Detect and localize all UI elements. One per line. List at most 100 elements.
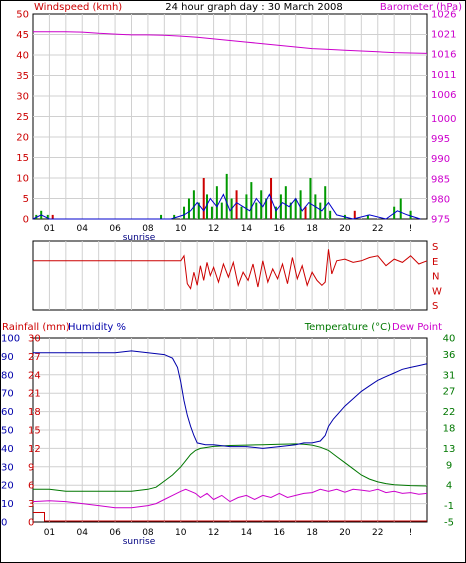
wind-gust-bar (250, 182, 253, 219)
humidity-tick-label: 90 (1, 352, 14, 363)
time-tick-label: 08 (142, 528, 154, 538)
rainfall-tick-label: 27 (28, 352, 41, 363)
wind-barometer-panel: Windspeed (kmh) 24 hour graph day : 30 M… (16, 2, 462, 243)
humidity-tick-label: 80 (1, 370, 14, 381)
time-tick-label: 01 (44, 224, 55, 234)
rainfall-tick-label: 30 (28, 334, 41, 345)
barometer-tick-label: 980 (431, 194, 450, 205)
temperature-tick-label: -1 (444, 501, 454, 512)
wind-gust-bar (46, 214, 49, 219)
windspeed-tick-label: 45 (16, 30, 29, 41)
wind-grid (33, 14, 427, 219)
wind-gust-bar (353, 210, 356, 219)
windspeed-tick-label: 15 (16, 153, 29, 164)
wind-gust-bar (192, 190, 195, 219)
wind-time-ticks: 01 04 06 08 10 12 14 16 18 20 22! (44, 224, 413, 234)
time-tick-label: 16 (274, 528, 286, 538)
rainfall-tick-label: 6 (28, 481, 34, 492)
time-tick-label: 06 (109, 224, 121, 234)
direction-label: W (432, 286, 442, 297)
wind-gust-bar (329, 210, 332, 219)
wind-gust-bar (187, 198, 190, 219)
time-tick-label: 04 (77, 224, 89, 234)
time-tick-label: 10 (175, 528, 187, 538)
time-tick-label: 20 (339, 224, 351, 234)
wind-gust-bar (304, 206, 307, 219)
windspeed-tick-label: 25 (16, 112, 29, 123)
wind-gust-bar (319, 202, 322, 219)
humidity-tick-label: 100 (1, 334, 20, 345)
barometer-line (33, 31, 428, 54)
rainfall-ticks: 0 3 6 9 12 15 18 21 24 27 30 (28, 334, 41, 529)
wind-gust-bar (284, 186, 287, 219)
wind-speed-line (32, 193, 421, 220)
windspeed-axis-label: Windspeed (kmh) (34, 2, 122, 13)
direction-grid (48, 241, 412, 310)
temperature-tick-label: 31 (443, 370, 456, 381)
temperature-tick-label: 40 (443, 334, 456, 345)
time-tick-label: 16 (274, 224, 286, 234)
wind-gust-bar (409, 210, 412, 219)
humidity-tick-label: 70 (1, 389, 14, 400)
wind-gust-bar (206, 194, 209, 219)
barometer-ticks: 975 980 985 990 995 1000 1006 1011 1016 1021 1026 (431, 10, 456, 226)
wind-gust-bar (366, 214, 369, 219)
windspeed-ticks: 0 5 10 15 20 25 30 35 40 45 50 (16, 10, 29, 226)
barometer-tick-label: 1000 (431, 114, 456, 125)
windspeed-tick-label: 40 (16, 51, 29, 62)
temp-time-ticks: 01 04 06 08 10 12 14 16 18 20 22! (44, 528, 413, 538)
wind-gust-bar (235, 190, 238, 219)
humidity-tick-label: 30 (1, 462, 14, 473)
rainfall-tick-label: 18 (28, 407, 41, 418)
wind-gust-bar (173, 214, 176, 219)
time-tick-label: 14 (241, 528, 253, 538)
wind-gust-bar (309, 178, 312, 219)
temperature-tick-label: -5 (444, 518, 454, 529)
time-tick-label: 04 (77, 528, 89, 538)
sunrise-label-top: sunrise (123, 233, 156, 243)
humidity-line (33, 350, 428, 449)
time-tick-label: ! (409, 224, 413, 234)
humidity-ticks: 0 10 20 30 40 50 60 70 80 90 100 (1, 334, 20, 529)
windspeed-tick-label: 5 (23, 194, 29, 205)
barometer-tick-label: 1016 (431, 50, 456, 61)
direction-label: E (432, 257, 438, 268)
wind-gust-bar (51, 214, 54, 219)
barometer-tick-label: 975 (431, 215, 450, 226)
humidity-tick-label: 60 (1, 407, 14, 418)
time-tick-label: 08 (142, 224, 154, 234)
time-tick-label: 01 (44, 528, 55, 538)
wind-gust-bar (202, 178, 205, 219)
windspeed-tick-label: 50 (16, 10, 29, 21)
time-tick-label: 22 (372, 528, 383, 538)
barometer-tick-label: 985 (431, 174, 450, 185)
barometer-tick-label: 995 (431, 134, 450, 145)
sunrise-label-bottom: sunrise (123, 537, 156, 547)
wind-gust-bar (274, 206, 277, 219)
temperature-tick-label: 13 (443, 444, 456, 455)
rainfall-tick-label: 21 (28, 389, 41, 400)
rainfall-axis-label: Rainfall (mm) (2, 322, 70, 333)
time-tick-label: 18 (306, 528, 318, 538)
time-tick-label: 06 (109, 528, 121, 538)
rainfall-tick-label: 24 (28, 370, 41, 381)
temp-grid (33, 338, 427, 522)
wind-gust-bar (245, 194, 248, 219)
barometer-tick-label: 1021 (431, 30, 456, 41)
wind-gust-bar (399, 198, 402, 219)
barometer-tick-label: 990 (431, 154, 450, 165)
temperature-tick-label: 27 (443, 387, 456, 398)
wind-gust-bar (197, 202, 200, 219)
barometer-tick-label: 1006 (431, 90, 456, 101)
barometer-tick-label: 1026 (431, 10, 456, 21)
temp-humidity-panel: Rainfall (mm) Humidity % Temperature (°C… (1, 322, 455, 547)
wind-gust-bar (255, 202, 258, 219)
wind-gust-bar (299, 190, 302, 219)
chart-title: 24 hour graph day : 30 March 2008 (165, 2, 343, 13)
temperature-line (33, 443, 428, 492)
wind-gust-bar (210, 206, 213, 219)
direction-label: S (432, 242, 438, 253)
wind-gust-bar (240, 206, 243, 219)
